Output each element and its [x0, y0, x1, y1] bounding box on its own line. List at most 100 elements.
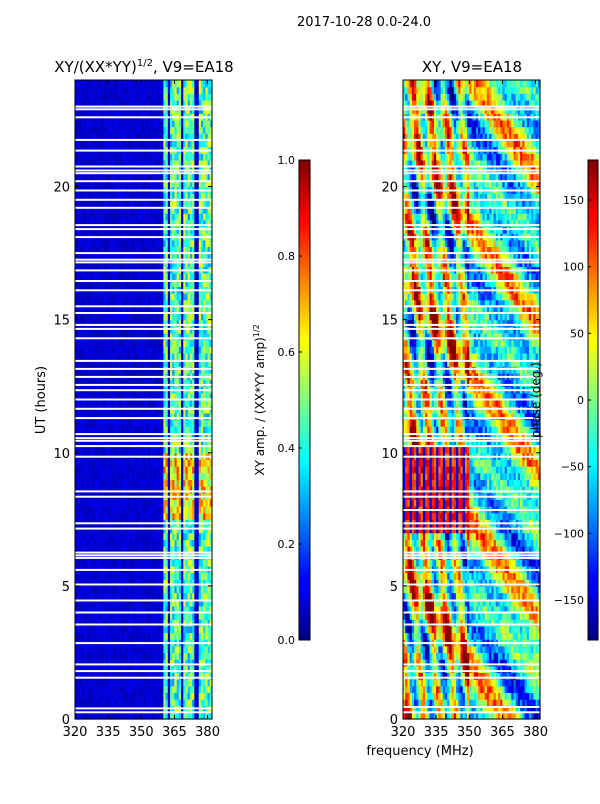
heatmap-cell — [92, 479, 96, 487]
heatmap-cell — [101, 612, 105, 620]
heatmap-cell — [163, 392, 167, 401]
heatmap-cell — [101, 645, 105, 654]
heatmap-cell — [103, 253, 107, 261]
heatmap-cell — [200, 699, 204, 707]
heatmap-cell — [141, 299, 145, 307]
heatmap-cell — [198, 532, 202, 540]
heatmap-cell — [88, 579, 92, 587]
heatmap-cell — [75, 293, 78, 301]
heatmap-cell — [165, 672, 169, 680]
heatmap-cell — [192, 359, 195, 367]
heatmap-cell — [156, 486, 160, 494]
heatmap-cell — [112, 419, 116, 427]
heatmap-cell — [110, 559, 114, 567]
heatmap-cell — [105, 499, 109, 507]
heatmap-cell — [172, 239, 176, 248]
heatmap-cell — [92, 306, 96, 314]
heatmap-cell — [99, 326, 103, 334]
heatmap-cell — [181, 486, 184, 494]
heatmap-cell — [198, 392, 202, 401]
heatmap-cell — [86, 293, 89, 301]
heatmap-cell — [154, 426, 158, 434]
heatmap-cell — [79, 459, 83, 467]
heatmap-cell — [108, 419, 111, 427]
heatmap-cell — [152, 439, 156, 447]
heatmap-cell — [90, 246, 94, 254]
heatmap-cell — [77, 512, 81, 520]
heatmap-cell — [114, 379, 118, 387]
heatmap-cell — [147, 326, 151, 334]
heatmap-cell — [167, 446, 171, 454]
heatmap-cell — [167, 279, 171, 287]
heatmap-cell — [125, 659, 129, 667]
heatmap-cell — [90, 359, 94, 367]
heatmap-cell — [81, 625, 85, 634]
heatmap-cell — [187, 506, 191, 514]
heatmap-cell — [154, 592, 158, 600]
heatmap-cell — [185, 399, 189, 407]
heatmap-cell — [170, 599, 173, 607]
heatmap-cell — [125, 379, 129, 387]
heatmap-cell — [187, 199, 191, 208]
heatmap-cell — [143, 432, 147, 441]
heatmap-cell — [119, 559, 122, 567]
heatmap-cell — [108, 506, 111, 514]
heatmap-cell — [165, 512, 169, 520]
heatmap-cell — [108, 392, 111, 401]
heatmap-cell — [132, 253, 136, 261]
heatmap-cell — [209, 585, 213, 594]
heatmap-cell — [88, 293, 92, 301]
heatmap-cell — [112, 679, 116, 687]
heatmap-cell — [108, 486, 111, 494]
heatmap-cell — [200, 506, 204, 514]
heatmap-cell — [183, 466, 187, 474]
heatmap-cell — [114, 426, 118, 434]
heatmap-cell — [183, 605, 187, 614]
heatmap-cell — [158, 446, 162, 454]
heatmap-cell — [163, 213, 167, 221]
heatmap-cell — [167, 592, 171, 600]
heatmap-cell — [176, 359, 180, 367]
heatmap-cell — [88, 592, 92, 600]
heatmap-cell — [134, 346, 138, 354]
heatmap-cell — [209, 299, 213, 307]
heatmap-cell — [183, 219, 187, 228]
heatmap-cell — [209, 199, 213, 208]
heatmap-cell — [83, 193, 87, 201]
heatmap-cell — [88, 312, 92, 321]
heatmap-cell — [174, 446, 178, 454]
heatmap-cell — [79, 213, 83, 221]
heatmap-cell — [112, 659, 116, 667]
heatmap-cell — [119, 352, 122, 361]
heatmap-cell — [196, 685, 200, 693]
heatmap-cell — [81, 339, 85, 347]
heatmap-cell — [156, 619, 160, 627]
heatmap-cell — [114, 692, 118, 700]
heatmap-cell — [161, 213, 164, 221]
heatmap-cell — [94, 339, 98, 347]
heatmap-cell — [176, 299, 180, 307]
heatmap-cell — [163, 632, 167, 640]
heatmap-cell — [77, 193, 81, 201]
heatmap-cell — [156, 645, 160, 654]
heatmap-cell — [116, 273, 120, 281]
heatmap-cell — [194, 665, 198, 674]
heatmap-cell — [128, 585, 131, 594]
heatmap-cell — [86, 326, 89, 334]
heatmap-cell — [112, 665, 116, 674]
heatmap-cell — [97, 359, 100, 367]
heatmap-cell — [105, 253, 109, 261]
heatmap-cell — [207, 419, 211, 427]
heatmap-cell — [92, 352, 96, 361]
heatmap-cell — [205, 439, 209, 447]
heatmap-cell — [103, 392, 107, 401]
heatmap-cell — [90, 399, 94, 407]
heatmap-cell — [198, 246, 202, 254]
heatmap-cell — [165, 279, 169, 287]
heatmap-cell — [158, 239, 162, 248]
heatmap-cell — [181, 213, 184, 221]
heatmap-cell — [145, 619, 149, 627]
heatmap-cell — [170, 426, 173, 434]
heatmap-cell — [161, 419, 164, 427]
heatmap-cell — [81, 665, 85, 674]
